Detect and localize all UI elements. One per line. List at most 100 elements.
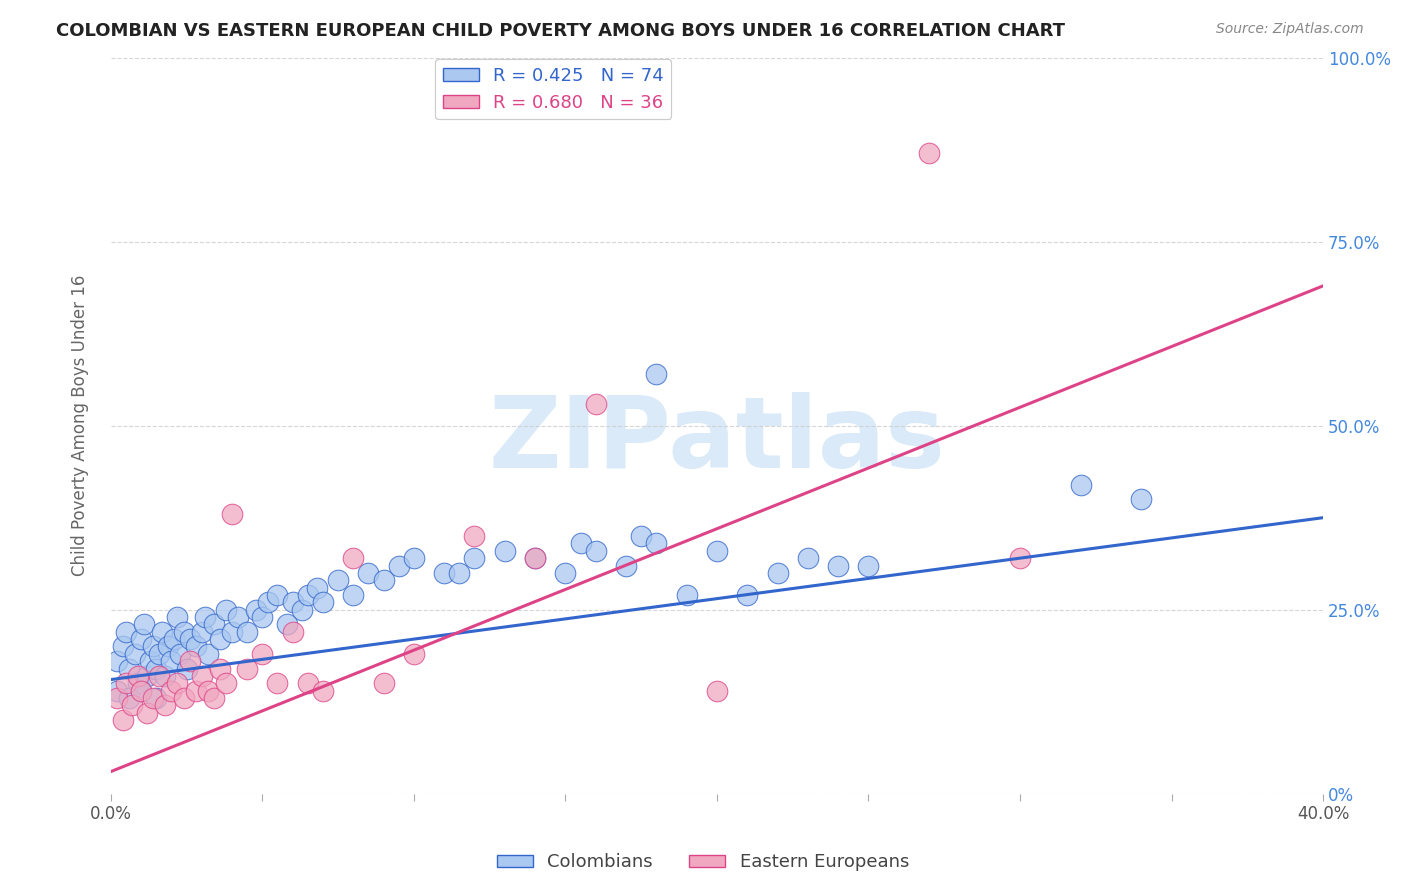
Point: [208, 632, 231, 646]
Point: [160, 683, 183, 698]
Point: [184, 640, 207, 654]
Point: [449, 566, 471, 580]
Legend: R = 0.425   N = 74, R = 0.680   N = 36: R = 0.425 N = 74, R = 0.680 N = 36: [436, 60, 671, 119]
Point: [194, 610, 217, 624]
Point: [554, 566, 576, 580]
Y-axis label: Child Poverty Among Boys Under 16: Child Poverty Among Boys Under 16: [72, 275, 89, 576]
Point: [215, 676, 238, 690]
Point: [166, 610, 188, 624]
Point: [797, 551, 820, 566]
Point: [155, 698, 177, 713]
Point: [342, 551, 364, 566]
Point: [173, 624, 195, 639]
Point: [221, 507, 243, 521]
Point: [121, 698, 143, 713]
Text: ZIPatlas: ZIPatlas: [488, 392, 945, 489]
Point: [148, 647, 170, 661]
Point: [111, 713, 134, 727]
Point: [630, 529, 652, 543]
Point: [266, 588, 288, 602]
Point: [257, 595, 280, 609]
Point: [312, 683, 335, 698]
Point: [166, 676, 188, 690]
Point: [127, 676, 149, 690]
Point: [127, 669, 149, 683]
Point: [132, 617, 155, 632]
Point: [221, 624, 243, 639]
Point: [735, 588, 758, 602]
Point: [236, 662, 259, 676]
Point: [157, 640, 180, 654]
Point: [1008, 551, 1031, 566]
Point: [402, 647, 425, 661]
Point: [252, 647, 274, 661]
Point: [236, 624, 259, 639]
Point: [184, 683, 207, 698]
Point: [524, 551, 547, 566]
Text: COLOMBIAN VS EASTERN EUROPEAN CHILD POVERTY AMONG BOYS UNDER 16 CORRELATION CHAR: COLOMBIAN VS EASTERN EUROPEAN CHILD POVE…: [56, 22, 1066, 40]
Point: [129, 683, 152, 698]
Point: [494, 543, 516, 558]
Point: [524, 551, 547, 566]
Point: [150, 624, 173, 639]
Point: [105, 683, 128, 698]
Point: [163, 632, 186, 646]
Point: [569, 536, 592, 550]
Point: [190, 669, 212, 683]
Point: [142, 640, 165, 654]
Point: [312, 595, 335, 609]
Point: [402, 551, 425, 566]
Point: [373, 676, 395, 690]
Point: [252, 610, 274, 624]
Point: [245, 602, 267, 616]
Point: [136, 706, 159, 720]
Point: [129, 683, 152, 698]
Point: [291, 602, 314, 616]
Point: [215, 602, 238, 616]
Point: [160, 654, 183, 668]
Point: [827, 558, 849, 573]
Point: [766, 566, 789, 580]
Point: [148, 669, 170, 683]
Point: [155, 669, 177, 683]
Point: [202, 617, 225, 632]
Point: [197, 683, 219, 698]
Point: [388, 558, 411, 573]
Point: [585, 543, 607, 558]
Point: [463, 551, 485, 566]
Point: [373, 573, 395, 587]
Point: [305, 581, 328, 595]
Point: [706, 683, 728, 698]
Point: [129, 632, 152, 646]
Point: [918, 146, 941, 161]
Point: [142, 691, 165, 706]
Point: [433, 566, 456, 580]
Point: [145, 691, 167, 706]
Point: [357, 566, 380, 580]
Point: [105, 691, 128, 706]
Point: [173, 691, 195, 706]
Point: [297, 676, 319, 690]
Point: [276, 617, 298, 632]
Point: [1070, 477, 1092, 491]
Point: [139, 654, 162, 668]
Point: [281, 624, 304, 639]
Point: [645, 367, 668, 381]
Point: [226, 610, 249, 624]
Point: [1130, 492, 1153, 507]
Point: [115, 624, 138, 639]
Point: [124, 647, 146, 661]
Point: [111, 640, 134, 654]
Point: [208, 662, 231, 676]
Point: [614, 558, 637, 573]
Point: [169, 647, 191, 661]
Point: [136, 669, 159, 683]
Point: [202, 691, 225, 706]
Point: [190, 624, 212, 639]
Point: [179, 632, 201, 646]
Text: Source: ZipAtlas.com: Source: ZipAtlas.com: [1216, 22, 1364, 37]
Point: [645, 536, 668, 550]
Legend: Colombians, Eastern Europeans: Colombians, Eastern Europeans: [489, 847, 917, 879]
Point: [706, 543, 728, 558]
Point: [675, 588, 697, 602]
